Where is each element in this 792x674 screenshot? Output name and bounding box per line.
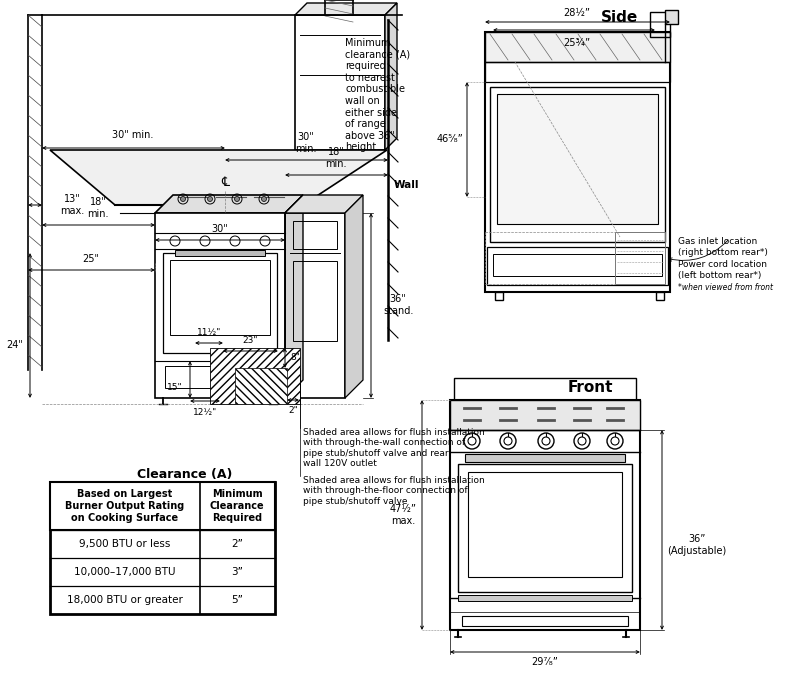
Text: 24": 24"	[6, 340, 23, 350]
Circle shape	[181, 197, 185, 202]
Polygon shape	[665, 10, 678, 24]
Bar	[50, 482, 275, 530]
Text: 9,500 BTU or less: 9,500 BTU or less	[79, 539, 171, 549]
Polygon shape	[285, 195, 303, 398]
Text: 5”: 5”	[231, 595, 243, 605]
Text: Side: Side	[601, 11, 638, 26]
Bar	[487, 247, 668, 285]
Polygon shape	[295, 3, 397, 15]
Text: 30"
min.: 30" min.	[295, 132, 317, 154]
Text: Front: Front	[567, 381, 613, 396]
Bar	[485, 62, 670, 82]
Polygon shape	[385, 3, 397, 150]
Text: Based on Largest
Burner Output Rating
on Cooking Surface: Based on Largest Burner Output Rating on…	[66, 489, 185, 522]
Polygon shape	[235, 368, 287, 404]
Bar	[458, 464, 632, 592]
Text: Clearance (A): Clearance (A)	[137, 468, 233, 481]
Text: 36”
(Adjustable): 36” (Adjustable)	[667, 534, 726, 556]
Bar	[497, 94, 658, 224]
Polygon shape	[50, 150, 387, 205]
Polygon shape	[345, 195, 363, 398]
Circle shape	[234, 197, 239, 202]
Circle shape	[578, 437, 586, 445]
Text: 12½": 12½"	[193, 408, 217, 417]
Circle shape	[261, 197, 266, 202]
Text: 29⁷⁄₈”: 29⁷⁄₈”	[531, 657, 558, 667]
Text: ℄: ℄	[221, 177, 229, 189]
Bar	[485, 32, 670, 292]
Text: Gas inlet location
(right bottom rear*): Gas inlet location (right bottom rear*)	[678, 237, 768, 257]
Bar	[285, 213, 345, 398]
Bar	[50, 482, 275, 614]
Text: 18"
min.: 18" min.	[326, 148, 347, 169]
Text: 47½”
max.: 47½” max.	[390, 504, 417, 526]
Text: 8": 8"	[290, 353, 300, 363]
Text: 10,000–17,000 BTU: 10,000–17,000 BTU	[74, 567, 176, 577]
Text: 11½": 11½"	[197, 328, 221, 337]
Text: 23": 23"	[242, 336, 257, 345]
Circle shape	[542, 437, 550, 445]
Bar	[656, 292, 664, 300]
Circle shape	[208, 197, 212, 202]
Text: 18,000 BTU or greater: 18,000 BTU or greater	[67, 595, 183, 605]
Bar	[485, 32, 670, 62]
Text: *when viewed from front: *when viewed from front	[678, 282, 773, 291]
Text: 46⁵⁄₈”: 46⁵⁄₈”	[436, 134, 463, 144]
Polygon shape	[210, 348, 300, 404]
Circle shape	[504, 437, 512, 445]
Text: Power cord location
(left bottom rear*): Power cord location (left bottom rear*)	[678, 260, 767, 280]
Text: 30": 30"	[211, 224, 228, 234]
Text: 18"
min.: 18" min.	[87, 197, 109, 219]
Text: 2": 2"	[288, 406, 298, 415]
Text: Minimum
Clearance
Required: Minimum Clearance Required	[210, 489, 265, 522]
Bar	[293, 221, 337, 249]
Bar	[465, 454, 625, 462]
Text: 30" min.: 30" min.	[112, 130, 154, 140]
Bar	[450, 400, 640, 630]
Text: Shaded area allows for flush installation
with through-the-floor connection of
p: Shaded area allows for flush installatio…	[303, 476, 485, 506]
Text: 28½”: 28½”	[563, 8, 591, 18]
Bar	[458, 595, 632, 601]
Bar	[170, 260, 270, 335]
Bar	[495, 292, 503, 300]
Bar	[155, 213, 285, 398]
Text: 36"
stand.: 36" stand.	[383, 294, 413, 316]
Bar	[175, 250, 265, 256]
Bar	[450, 400, 640, 430]
Bar	[468, 472, 622, 577]
Bar	[165, 366, 275, 388]
Bar	[163, 253, 277, 353]
Bar	[293, 261, 337, 341]
Polygon shape	[285, 195, 363, 213]
Bar	[490, 87, 665, 242]
Bar	[615, 232, 665, 284]
Text: 25": 25"	[82, 254, 100, 264]
Text: Shaded area allows for flush installation
with through-the-wall connection of
pi: Shaded area allows for flush installatio…	[303, 428, 485, 468]
Bar	[295, 15, 385, 150]
Bar	[493, 254, 662, 276]
Text: 2”: 2”	[231, 539, 243, 549]
Circle shape	[468, 437, 476, 445]
Text: Wall: Wall	[394, 180, 420, 190]
Text: 15": 15"	[167, 384, 183, 392]
Bar	[650, 12, 670, 37]
Bar	[454, 378, 636, 400]
Text: 25¾”: 25¾”	[563, 38, 591, 48]
Circle shape	[611, 437, 619, 445]
Bar	[462, 616, 628, 626]
Text: 3”: 3”	[231, 567, 243, 577]
Text: Minimum
clearance (A)
required
to nearest
combustible
wall on
either side
of ran: Minimum clearance (A) required to neares…	[345, 38, 410, 152]
Text: 13"
max.: 13" max.	[60, 194, 84, 216]
Polygon shape	[155, 195, 303, 213]
